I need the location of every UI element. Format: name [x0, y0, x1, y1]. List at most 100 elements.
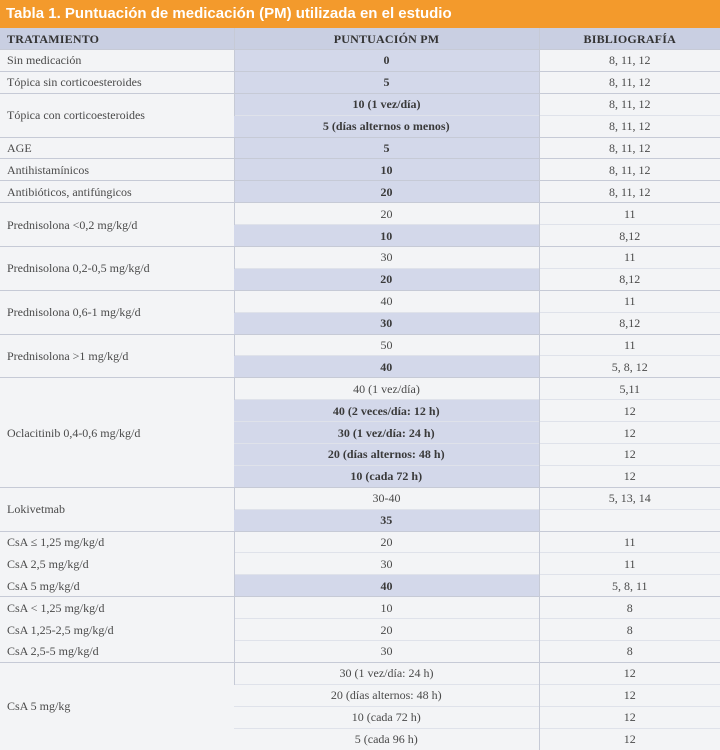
score-cell: 10 [233, 596, 539, 619]
score-cell: 10 (1 vez/día) [233, 92, 539, 116]
header-score: PUNTUACIÓN PM [233, 28, 539, 50]
bibliography-cell: 5, 8, 11 [538, 574, 720, 597]
score-cell: 30 (1 vez/día: 24 h) [234, 421, 539, 444]
score-cell: 0 [233, 49, 539, 72]
treatment-cell: Lokivetmab [0, 486, 234, 532]
treatment-cell: CsA ≤ 1,25 mg/kg/d [0, 530, 234, 553]
bibliography-cell: 8, 11, 12 [538, 114, 720, 138]
bibliography-cell: 8 [538, 640, 720, 663]
treatment-cell: Tópica sin corticoesteroides [0, 70, 234, 94]
score-cell: 20 [233, 180, 539, 203]
bibliography-cell: 8, 11, 12 [538, 180, 720, 203]
bibliography-cell: 11 [538, 289, 720, 313]
bibliography-cell: 8,12 [538, 267, 720, 291]
score-cell: 10 [234, 224, 539, 247]
table-body: Sin medicación 0 8, 11, 12 Tópica sin corti… [0, 49, 720, 750]
treatment-cell: CsA 5 mg/kg [0, 661, 234, 750]
table-title: Tabla 1. Puntuación de medicación (PM) u… [0, 0, 720, 28]
score-cell: 35 [234, 508, 539, 532]
medication-score-table: TRATAMIENTO PUNTUACIÓN PM BIBLIOGRAFÍA S… [0, 28, 720, 750]
table-row: Oclacitinib 0,4-0,6 mg/kg/d 40 (1 vez/día… [0, 377, 720, 488]
score-cell: 30-40 [233, 486, 539, 510]
treatment-cell: CsA 5 mg/kg/d [0, 574, 234, 597]
treatment-cell: Tópica con corticoesteroides [0, 92, 234, 138]
score-cell: 5 [233, 136, 539, 159]
table-row: Antibióticos, antifúngicos 20 8, 11, 12 [0, 180, 720, 203]
table-row: CsA 2,5 mg/kg/d 30 11 [0, 552, 720, 575]
score-cell: 20 [234, 267, 539, 291]
bibliography-cell: 12 [538, 443, 720, 466]
treatment-cell: CsA 2,5 mg/kg/d [0, 552, 234, 575]
table-row: AGE 5 8, 11, 12 [0, 136, 720, 159]
table-row: CsA 1,25-2,5 mg/kg/d 20 8 [0, 618, 720, 641]
table-row: CsA 2,5-5 mg/kg/d 30 8 [0, 640, 720, 663]
table-row: CsA 5 mg/kg 30 (1 vez/día: 24 h) 12 [0, 661, 720, 750]
bibliography-cell: 11 [538, 202, 720, 225]
table-row: 20 (días alternos: 48 h) 12 [0, 443, 720, 466]
bibliography-cell [538, 508, 720, 532]
score-cell: 40 [234, 355, 539, 378]
score-cell: 30 [233, 246, 539, 269]
table-row: 40 (2 veces/día: 12 h) 12 [0, 399, 720, 422]
score-cell: 30 [234, 311, 539, 335]
score-cell: 5 (días alternos o menos) [234, 114, 539, 138]
bibliography-cell: 8, 11, 12 [538, 92, 720, 116]
table-row: CsA ≤ 1,25 mg/kg/d 20 11 [0, 530, 720, 553]
table-row: 20 8,12 [0, 267, 720, 291]
score-cell: 40 (1 vez/día) [233, 377, 539, 400]
treatment-cell: Oclacitinib 0,4-0,6 mg/kg/d [0, 377, 234, 488]
table-row: 30 (1 vez/día: 24 h) 12 [0, 421, 720, 444]
treatment-cell: Prednisolona 0,2-0,5 mg/kg/d [0, 246, 234, 291]
bibliography-cell: 8 [538, 618, 720, 641]
bibliography-cell: 12 [538, 661, 720, 685]
bibliography-cell: 12 [538, 399, 720, 422]
bibliography-cell: 11 [538, 333, 720, 356]
treatment-cell: Prednisolona >1 mg/kg/d [0, 333, 234, 378]
bibliography-cell: 8, 11, 12 [538, 49, 720, 72]
table-row: Prednisolona >1 mg/kg/d 50 11 [0, 333, 720, 378]
header-treatment: TRATAMIENTO [0, 28, 234, 50]
bibliography-cell: 8,12 [538, 311, 720, 335]
bibliography-cell: 5, 8, 12 [538, 355, 720, 378]
bibliography-cell: 11 [538, 246, 720, 269]
bibliography-cell: 5,11 [538, 377, 720, 400]
treatment-cell: CsA < 1,25 mg/kg/d [0, 596, 234, 619]
table-row: Prednisolona <0,2 mg/kg/d 20 11 [0, 202, 720, 247]
table-row: CsA < 1,25 mg/kg/d 10 8 [0, 596, 720, 619]
table-row: Lokivetmab 30-40 5, 13, 14 [0, 486, 720, 532]
score-cell: 30 (1 vez/día: 24 h) [233, 661, 539, 685]
table-row: 20 (días alternos: 48 h) 12 [0, 683, 720, 707]
table-row: 40 5, 8, 12 [0, 355, 720, 378]
score-cell: 20 (días alternos: 48 h) [234, 443, 539, 466]
bibliography-cell: 11 [538, 530, 720, 553]
score-cell: 10 [233, 158, 539, 181]
treatment-cell: CsA 1,25-2,5 mg/kg/d [0, 618, 234, 641]
treatment-cell: Antibióticos, antifúngicos [0, 180, 234, 203]
bibliography-cell: 8, 11, 12 [538, 158, 720, 181]
bibliography-cell: 12 [538, 705, 720, 729]
score-cell: 10 (cada 72 h) [234, 464, 539, 488]
table-row: 5 (días alternos o menos) 8, 11, 12 [0, 114, 720, 138]
table-row: Prednisolona 0,2-0,5 mg/kg/d 30 11 [0, 246, 720, 291]
bibliography-cell: 5, 13, 14 [538, 486, 720, 510]
score-cell: 10 (cada 72 h) [234, 705, 539, 729]
treatment-cell: AGE [0, 136, 234, 159]
bibliography-cell: 12 [538, 727, 720, 750]
table-row: Prednisolona 0,6-1 mg/kg/d 40 11 [0, 289, 720, 335]
treatment-cell: Sin medicación [0, 49, 234, 72]
bibliography-cell: 8, 11, 12 [538, 70, 720, 94]
bibliography-cell: 8,12 [538, 224, 720, 247]
table-row: 30 8,12 [0, 311, 720, 335]
score-cell: 40 (2 veces/día: 12 h) [234, 399, 539, 422]
table-row: Sin medicación 0 8, 11, 12 [0, 49, 720, 72]
bibliography-cell: 12 [538, 683, 720, 707]
score-cell: 40 [233, 574, 539, 597]
table-row: Tópica con corticoesteroides 10 (1 vez/dí… [0, 92, 720, 138]
table-row: 35 [0, 508, 720, 532]
table-row: CsA 5 mg/kg/d 40 5, 8, 11 [0, 574, 720, 597]
score-cell: 5 (cada 96 h) [234, 727, 539, 750]
score-cell: 20 (días alternos: 48 h) [234, 683, 539, 707]
score-cell: 30 [233, 640, 539, 663]
bibliography-cell: 12 [538, 421, 720, 444]
